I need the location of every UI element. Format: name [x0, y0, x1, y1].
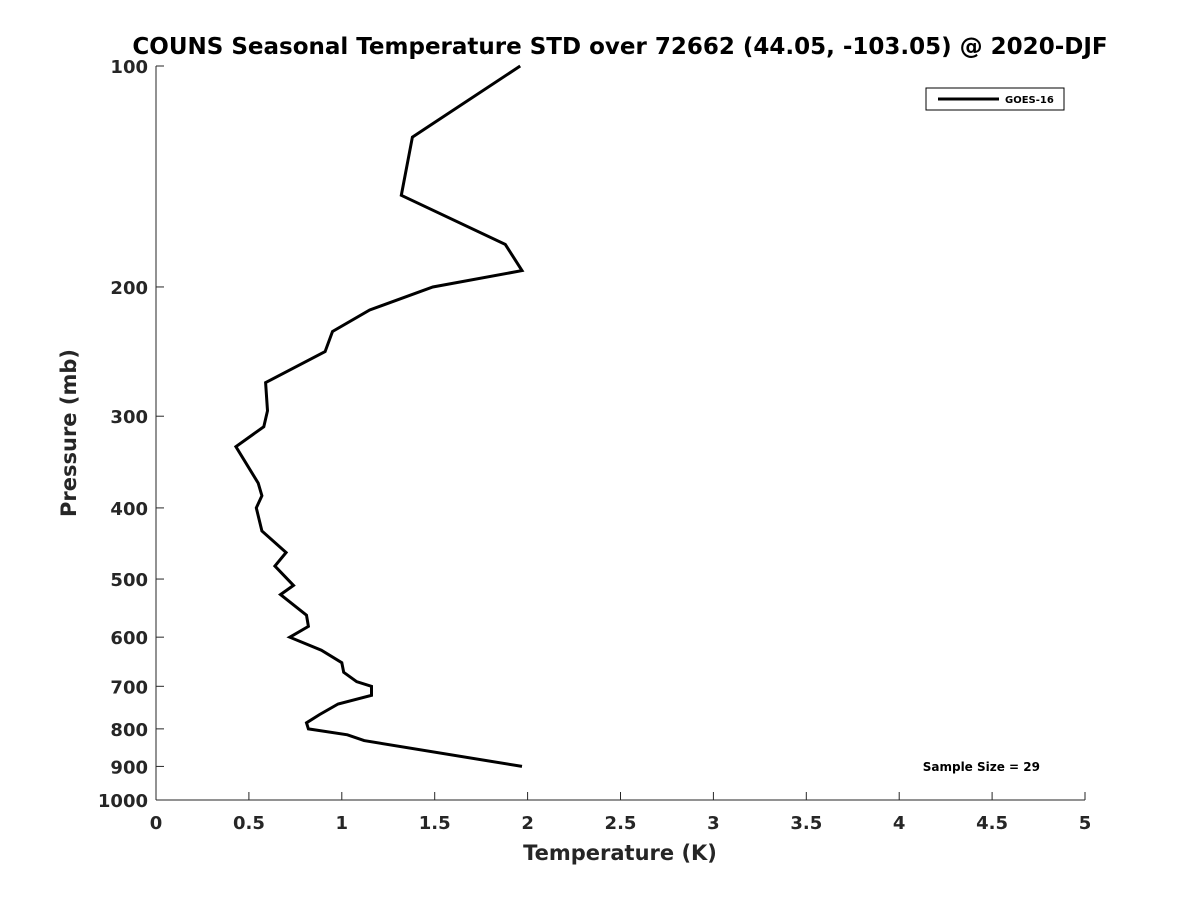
x-axis-label: Temperature (K) — [523, 841, 717, 865]
series-line-goes-16 — [233, 64, 525, 768]
y-tick-label: 700 — [110, 677, 148, 698]
chart-title: COUNS Seasonal Temperature STD over 7266… — [132, 34, 1107, 60]
x-tick-label: 2.5 — [605, 813, 637, 834]
y-tick-label: 1000 — [98, 791, 148, 812]
y-tick-label: 200 — [110, 278, 148, 299]
x-tick-label: 0.5 — [233, 813, 265, 834]
x-tick-label: 1 — [336, 813, 349, 834]
plot-area — [155, 66, 1085, 801]
x-tick-label: 0 — [150, 813, 163, 834]
y-tick-label: 500 — [110, 570, 148, 591]
y-tick-label: 900 — [110, 757, 148, 778]
x-tick-label: 4.5 — [976, 813, 1008, 834]
y-tick-label: 600 — [110, 628, 148, 649]
x-tick-label: 4 — [893, 813, 906, 834]
x-tick-label: 3 — [707, 813, 720, 834]
y-tick-label: 800 — [110, 720, 148, 741]
y-axis: 100 200 300 400 500 600 700 800 900 1000 — [98, 57, 164, 812]
legend-label: GOES-16 — [1005, 95, 1054, 106]
series-layer — [233, 64, 525, 768]
y-tick-label: 300 — [110, 407, 148, 428]
y-axis-label: Pressure (mb) — [57, 349, 81, 517]
x-tick-label: 1.5 — [419, 813, 451, 834]
legend: GOES-16 — [925, 87, 1065, 111]
x-tick-label: 5 — [1079, 813, 1092, 834]
y-tick-label: 100 — [110, 57, 148, 78]
x-axis: 0 0.5 1 1.5 2 2.5 3 3.5 4 4.5 5 — [150, 792, 1092, 834]
x-tick-label: 2 — [521, 813, 534, 834]
sample-size-annotation: Sample Size = 29 — [923, 760, 1040, 774]
y-tick-label: 400 — [110, 499, 148, 520]
x-tick-label: 3.5 — [790, 813, 822, 834]
